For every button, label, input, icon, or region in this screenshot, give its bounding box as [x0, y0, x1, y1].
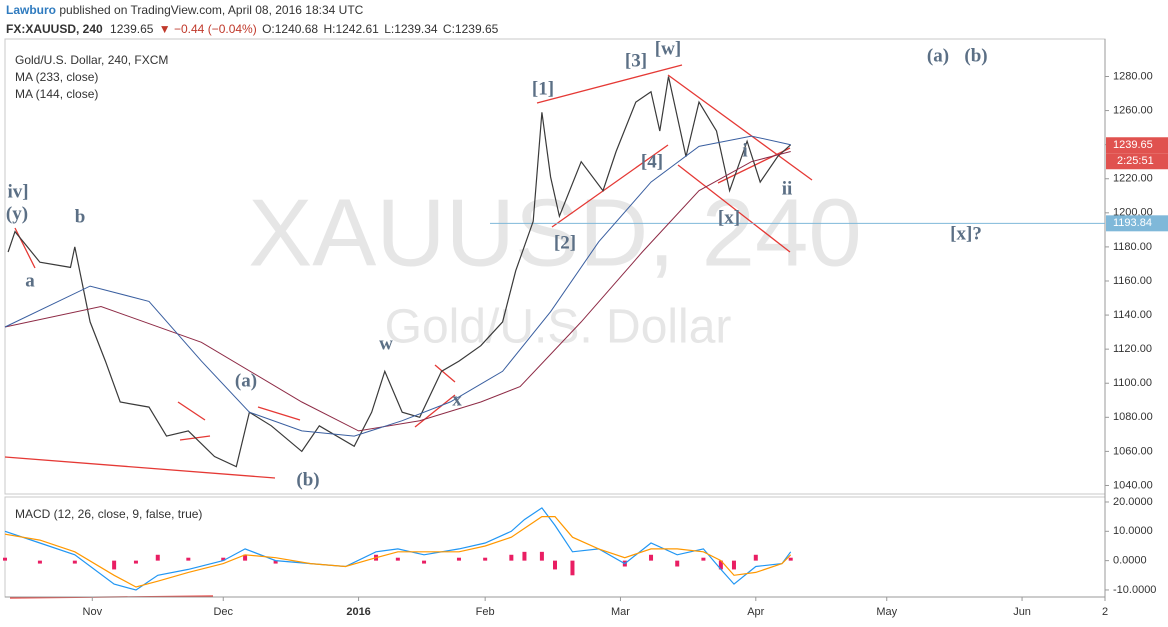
- y-tick-label: 20.0000: [1113, 496, 1153, 508]
- wave-label: x: [452, 389, 462, 410]
- series-line: [7, 76, 792, 468]
- close: C:1239.65: [443, 22, 499, 36]
- x-tick-label: May: [876, 606, 897, 618]
- wave-label: iv]: [7, 181, 28, 202]
- histogram-bar: [37, 560, 42, 564]
- last-price-label: 1239.65: [1113, 139, 1153, 151]
- y-tick-label: 1160.00: [1113, 275, 1152, 287]
- low: L:1239.34: [384, 22, 438, 36]
- wave-label: [3]: [625, 50, 647, 71]
- wave-label: (a): [927, 45, 949, 66]
- level-label: 1193.84: [1113, 217, 1152, 229]
- histogram-bar: [456, 557, 461, 561]
- histogram-bar: [395, 557, 400, 561]
- wave-label: [w]: [655, 38, 681, 59]
- high: H:1242.61: [323, 22, 379, 36]
- series-line: [4, 516, 792, 588]
- symbol: FX:XAUUSD, 240: [6, 22, 103, 36]
- histogram-bar: [718, 560, 723, 570]
- ma-line: [4, 135, 791, 437]
- histogram-bar: [570, 560, 575, 576]
- last: 1239.65: [110, 22, 154, 36]
- histogram-bar: [675, 560, 680, 567]
- y-tick-label: 1120.00: [1113, 343, 1152, 355]
- y-tick-label: 1140.00: [1113, 309, 1152, 321]
- wave-label: i: [742, 140, 747, 161]
- wave-label: (b): [964, 45, 987, 66]
- countdown: 2:25:51: [1117, 155, 1154, 167]
- y-tick-label: 1280.00: [1113, 70, 1153, 82]
- x-tick-label: Nov: [83, 606, 103, 618]
- histogram-bar: [186, 557, 191, 561]
- y-tick-label: 1260.00: [1113, 104, 1153, 116]
- y-tick-label: 1040.00: [1113, 479, 1153, 491]
- author: Lawburo: [6, 3, 56, 17]
- histogram-bar: [243, 554, 248, 561]
- wave-label: [4]: [641, 151, 663, 172]
- wave-label: (b): [296, 469, 319, 490]
- macd-title: MACD (12, 26, close, 9, false, true): [15, 507, 202, 521]
- legend-entry: MA (144, close): [15, 87, 98, 101]
- open: O:1240.68: [262, 22, 318, 36]
- y-tick-label: 0.0000: [1113, 555, 1147, 567]
- trendlines: [4, 64, 813, 599]
- histogram-bar: [509, 554, 514, 561]
- wave-label: b: [75, 206, 86, 227]
- legend-entry: MA (233, close): [15, 70, 98, 84]
- wave-label: w: [379, 333, 393, 354]
- x-tick-label: Dec: [213, 606, 233, 618]
- ma-line: [4, 151, 791, 432]
- histogram-bar: [553, 560, 557, 570]
- wave-label: [2]: [554, 232, 576, 253]
- histogram-bar: [422, 560, 427, 564]
- histogram-bar: [133, 560, 138, 564]
- series-line: [4, 507, 792, 591]
- histogram-bar: [649, 554, 654, 561]
- histogram-bar: [483, 557, 488, 561]
- histogram-bar: [522, 551, 527, 561]
- histogram-bar: [753, 554, 758, 561]
- y-tick-label: 1080.00: [1113, 411, 1153, 423]
- change: ▼ −0.44 (−0.04%): [159, 22, 257, 36]
- symbol-line: FX:XAUUSD, 240 1239.65 ▼ −0.44 (−0.04%) …: [6, 22, 499, 36]
- watermark-subtitle: Gold/U.S. Dollar: [385, 301, 732, 354]
- histogram-bar: [3, 557, 7, 561]
- y-tick-label: 1060.00: [1113, 445, 1153, 457]
- histogram-bar: [731, 560, 736, 570]
- level-tag: [1106, 215, 1168, 232]
- x-tick-label: Mar: [611, 606, 630, 618]
- chart-title: Gold/U.S. Dollar, 240, FXCM: [15, 53, 168, 67]
- countdown-tag: [1106, 153, 1168, 170]
- x-tick-label: Feb: [476, 606, 495, 618]
- wave-label: (y): [6, 203, 28, 224]
- histogram-bar: [701, 557, 706, 561]
- histogram-bar: [221, 557, 226, 561]
- y-tick-label: 1100.00: [1113, 377, 1152, 389]
- wave-label: (a): [235, 370, 257, 391]
- published: published on TradingView.com, April 08, …: [59, 3, 363, 17]
- histogram-bar: [273, 560, 278, 564]
- histogram-bar: [539, 551, 544, 561]
- wave-label: [1]: [532, 78, 554, 99]
- wave-label: ii: [782, 178, 793, 199]
- x-tick-label: Apr: [747, 606, 764, 618]
- wave-label: [x]: [718, 207, 740, 228]
- y-tick-label: -10.0000: [1113, 584, 1156, 596]
- x-tick-label: Jun: [1013, 606, 1031, 618]
- wave-label: [x]?: [950, 223, 982, 244]
- last-price-tag: [1106, 137, 1168, 154]
- wave-label: a: [25, 270, 35, 291]
- header-line: Lawburo published on TradingView.com, Ap…: [6, 3, 364, 17]
- y-tick-label: 10.0000: [1113, 525, 1153, 537]
- y-tick-label: 1220.00: [1113, 173, 1153, 185]
- histogram-bar: [788, 557, 793, 561]
- histogram-bar: [112, 560, 117, 570]
- y-tick-label: 1180.00: [1113, 241, 1152, 253]
- histogram-bar: [155, 554, 160, 561]
- histogram-bar: [72, 560, 77, 564]
- x-tick-label: 2: [1102, 606, 1108, 618]
- x-tick-label: 2016: [346, 606, 370, 618]
